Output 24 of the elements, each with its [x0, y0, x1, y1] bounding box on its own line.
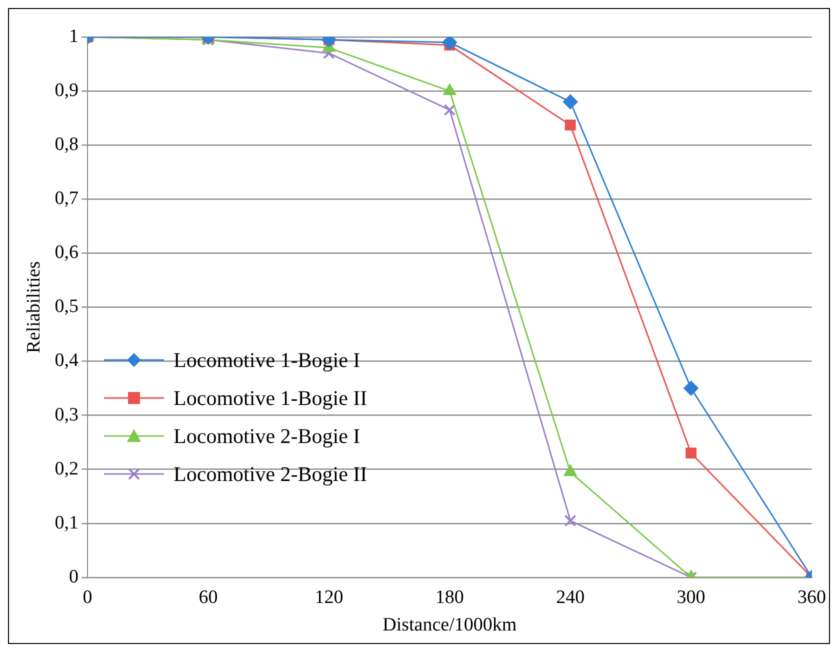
x-axis-title: Distance/1000km	[382, 614, 517, 636]
y-tick-label: 0,5	[54, 296, 79, 318]
legend-label: Locomotive 2-Bogie I	[174, 424, 360, 449]
x-tick-label: 240	[556, 586, 585, 608]
x-tick-label: 0	[82, 586, 92, 608]
legend-label: Locomotive 2-Bogie II	[174, 462, 368, 487]
x-tick-label: 300	[676, 586, 706, 608]
x-tick-label: 60	[198, 586, 218, 608]
legend-label: Locomotive 1-Bogie I	[174, 348, 360, 373]
y-tick-label: 0,3	[54, 404, 79, 426]
x-tick-label: 180	[435, 586, 464, 608]
y-axis-title: Reliabilities	[23, 261, 44, 354]
y-tick-label: 0,8	[54, 134, 79, 156]
x-tick-label: 360	[798, 586, 826, 608]
y-tick-label: 1	[69, 26, 79, 47]
x-tick-label: 120	[314, 586, 344, 608]
legend-label: Locomotive 1-Bogie II	[174, 386, 368, 411]
y-tick-label: 0	[69, 566, 79, 588]
y-tick-label: 0,9	[54, 80, 79, 102]
y-tick-label: 0,7	[54, 188, 79, 210]
y-tick-label: 0,2	[54, 458, 79, 480]
y-tick-label: 0,1	[54, 512, 79, 534]
y-tick-label: 0,6	[54, 242, 79, 264]
y-tick-label: 0,4	[54, 350, 80, 372]
